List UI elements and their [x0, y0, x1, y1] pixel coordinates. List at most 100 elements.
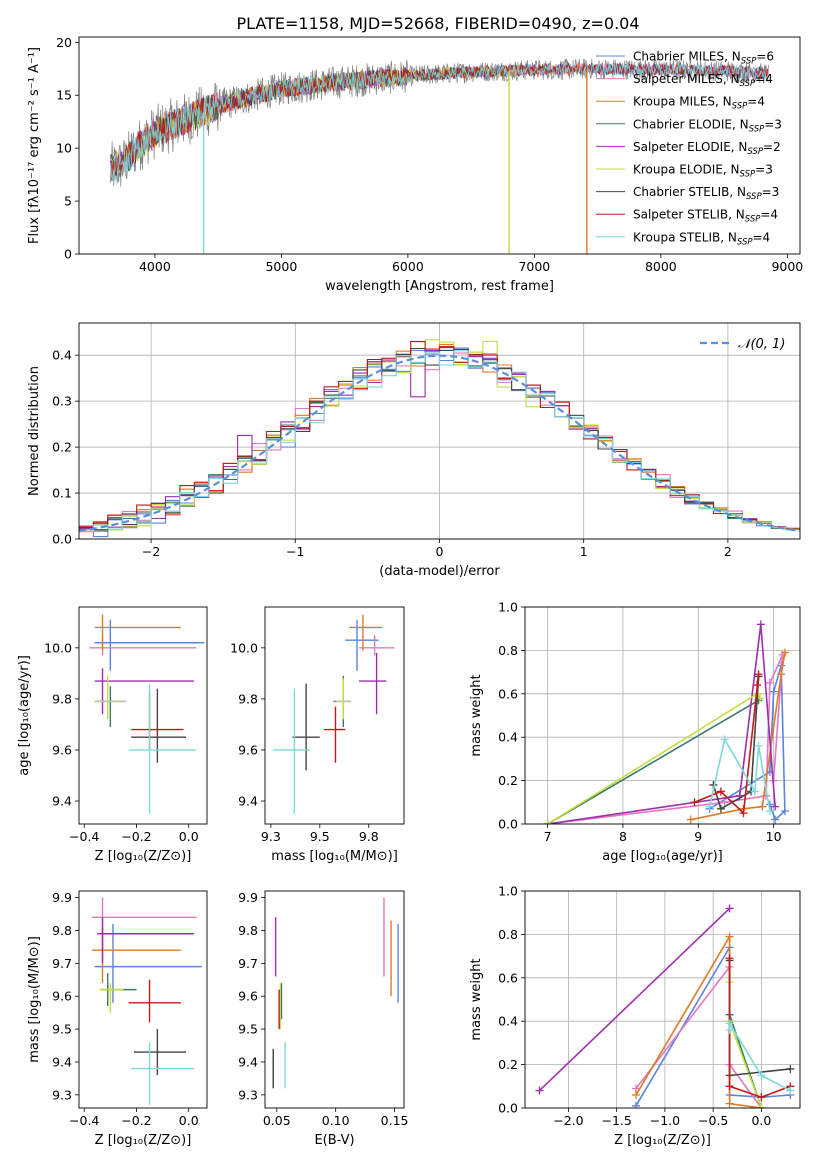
- y-tick-label: 0.0: [498, 817, 518, 832]
- axes-frame: [78, 322, 801, 540]
- gaussian-curve: [79, 354, 800, 532]
- x-tick-label: −1: [286, 544, 304, 559]
- y-tick-label: 15: [56, 88, 72, 103]
- x-tick-label: −2.0: [553, 1113, 583, 1128]
- plot-area: [535, 904, 795, 1108]
- legend-label-kroupa-stelib: Kroupa STELIB, NSSP=4: [633, 230, 770, 247]
- weight-marker-chabrier-stelib: [786, 1064, 795, 1073]
- x-axis-label: Z [log₁₀(Z/Z⊙)]: [614, 1133, 711, 1148]
- axes-frame: [524, 606, 801, 825]
- weight-marker-chabrier-miles: [780, 806, 789, 815]
- legend-label-chabrier-miles: Chabrier MILES, NSSP=6: [633, 50, 774, 67]
- y-tick-label: 9.8: [52, 923, 72, 938]
- weight-marker-kroupa-stelib: [725, 1019, 734, 1028]
- spectrum-panel: 4000 5000 6000 7000 8000 9000 0 5 10 15 20 waveleng…: [27, 35, 803, 294]
- x-tick-label: 0.05: [263, 1113, 291, 1128]
- weight-marker-kroupa-miles: [725, 932, 734, 941]
- x-tick-label: −2: [142, 544, 160, 559]
- y-tick-label: 1.0: [498, 600, 518, 615]
- weight-vs-age-panel: 7 8 9 10 0.0 0.2 0.4 0.6 0.8 1.0 age [log₁₀(age/yr…: [469, 600, 801, 864]
- spectrum-legend: Chabrier MILES, NSSP=6 Salpeter MILES, NS…: [596, 50, 782, 247]
- plot-area: [92, 897, 202, 1105]
- y-tick-label: 9.8: [238, 923, 258, 938]
- weight-marker-kroupa-stelib: [720, 735, 729, 744]
- model-spectrum-salpeter-stelib: [110, 62, 769, 181]
- x-tick-label: 9.3: [261, 829, 281, 844]
- x-tick-label: 9000: [771, 259, 803, 274]
- weight-marker-kroupa-stelib: [705, 802, 714, 811]
- weight-marker-kroupa-miles: [631, 1090, 640, 1099]
- legend-label-chabrier-elodie: Chabrier ELODIE, NSSP=3: [633, 117, 782, 134]
- y-tick-label: 0.6: [498, 686, 518, 701]
- weight-marker-salpeter-stelib: [757, 1093, 766, 1102]
- x-tick-label: 9.8: [359, 829, 379, 844]
- x-axis-label: Z [log₁₀(Z/Z⊙)]: [95, 849, 192, 864]
- mass-vs-ebv-panel: 0.05 0.10 0.15 9.3 9.4 9.5 9.6 9.7 9.8 9.9 E(B-V): [238, 890, 408, 1148]
- plot-area: [110, 58, 769, 254]
- weight-marker-kroupa-miles: [758, 802, 767, 811]
- y-tick-label: 9.7: [238, 956, 258, 971]
- y-axis-label: Flux [fλ10⁻¹⁷ erg cm⁻² s⁻¹ A⁻¹]: [27, 47, 42, 244]
- gaussian-legend-label: 𝒩(0, 1): [738, 337, 785, 352]
- weight-marker-kroupa-miles: [686, 815, 695, 824]
- y-tick-label: 9.8: [52, 691, 72, 706]
- y-tick-label: 0.8: [498, 643, 518, 658]
- y-tick-label: 0.4: [52, 348, 72, 363]
- weight-marker-kroupa-stelib: [757, 1071, 766, 1080]
- y-tick-label: 0.0: [52, 532, 72, 547]
- y-tick-label: 0.0: [498, 1101, 518, 1116]
- axes-frame: [264, 606, 405, 825]
- x-tick-label: 0.0: [179, 1113, 199, 1128]
- y-tick-label: 0.2: [498, 1057, 518, 1072]
- x-tick-label: 1: [580, 544, 588, 559]
- x-axis-label: mass [log₁₀(M/M⊙)]: [271, 849, 398, 864]
- x-axis-label: E(B-V): [314, 1133, 354, 1148]
- x-tick-label: −0.4: [69, 829, 99, 844]
- legend-label-salpeter-miles: Salpeter MILES, NSSP=4: [633, 72, 773, 89]
- weight-line-kroupa-stelib: [728, 1020, 791, 1092]
- weight-marker-kroupa-miles: [777, 670, 786, 679]
- weight-marker-salpeter-miles: [765, 678, 774, 687]
- y-tick-label: 9.3: [52, 1087, 72, 1102]
- mass-vs-z-panel: −0.4 −0.2 0.0 9.3 9.4 9.5 9.6 9.7 9.8 9.9 Z [log₁₀…: [27, 890, 208, 1148]
- x-tick-label: 0.0: [751, 1113, 771, 1128]
- weight-marker-chabrier-miles: [631, 1101, 640, 1108]
- weight-marker-salpeter-elodie: [535, 1086, 544, 1095]
- legend-label-kroupa-miles: Kroupa MILES, NSSP=4: [633, 95, 765, 112]
- legend-label-chabrier-stelib: Chabrier STELIB, NSSP=3: [633, 185, 779, 202]
- plot-area: [272, 897, 399, 1089]
- legend-label-salpeter-stelib: Salpeter STELIB, NSSP=4: [633, 208, 778, 225]
- age-vs-mass-panel: 9.3 9.5 9.8 9.4 9.6 9.8 10.0 mass [log₁₀(M/M⊙)]: [230, 606, 405, 864]
- y-tick-label: 0.6: [498, 970, 518, 985]
- y-tick-label: 0.4: [498, 1014, 518, 1029]
- y-tick-label: 9.9: [52, 890, 72, 905]
- axes-frame: [78, 36, 801, 255]
- x-tick-label: 10: [766, 829, 782, 844]
- y-tick-label: 0.8: [498, 927, 518, 942]
- y-axis-label: Normed distribution: [27, 366, 42, 496]
- y-tick-label: 9.3: [238, 1087, 258, 1102]
- histogram-salpeter-stelib: [79, 341, 800, 530]
- weight-marker-kroupa-miles: [780, 648, 789, 657]
- weight-marker-kroupa-stelib: [754, 741, 763, 750]
- x-tick-label: 0.10: [322, 1113, 350, 1128]
- x-tick-label: −1.5: [601, 1113, 631, 1128]
- legend-label-salpeter-elodie: Salpeter ELODIE, NSSP=2: [633, 140, 781, 157]
- age-vs-z-panel: −0.4 −0.2 0.0 9.4 9.6 9.8 10.0 Z [log₁₀(Z/Z⊙)] a…: [17, 606, 208, 864]
- plot-area: [543, 620, 789, 824]
- histogram-kroupa-stelib: [79, 350, 800, 532]
- y-tick-label: 0.4: [498, 730, 518, 745]
- weight-marker-salpeter-stelib: [716, 787, 725, 796]
- weight-marker-salpeter-miles: [720, 798, 729, 807]
- plot-area: [272, 614, 395, 814]
- x-tick-label: 2: [724, 544, 732, 559]
- y-tick-label: 9.6: [238, 742, 258, 757]
- y-tick-label: 9.4: [52, 1054, 72, 1069]
- x-tick-label: 9: [694, 829, 702, 844]
- x-tick-label: −0.2: [121, 829, 151, 844]
- weight-marker-salpeter-stelib: [739, 809, 748, 818]
- x-tick-label: −0.4: [69, 1113, 99, 1128]
- x-tick-label: 0: [436, 544, 444, 559]
- y-tick-label: 9.9: [238, 890, 258, 905]
- x-tick-label: 6000: [392, 259, 424, 274]
